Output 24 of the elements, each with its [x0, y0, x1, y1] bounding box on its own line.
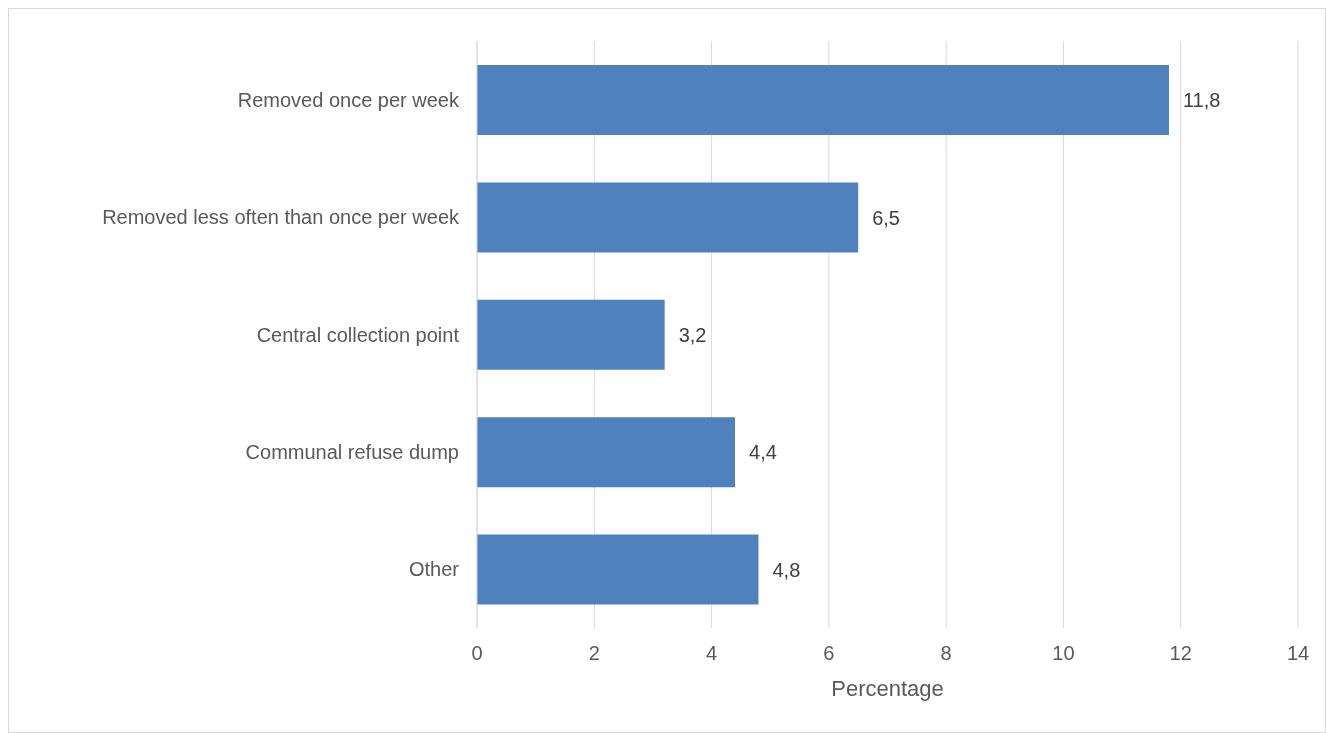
y-tick-label: Central collection point: [256, 323, 460, 346]
bar: [477, 299, 665, 370]
y-tick-label: Removed less often than once per week: [102, 206, 460, 229]
x-tick-label: 10: [1052, 642, 1075, 665]
y-tick-label: Other: [408, 558, 460, 581]
x-tick-label: 2: [588, 642, 600, 665]
x-tick-label: 12: [1169, 642, 1192, 665]
x-tick-label: 8: [940, 642, 952, 665]
data-label: 6,5: [872, 206, 900, 229]
data-label: 4,8: [772, 558, 801, 581]
x-axis-title: Percentage: [831, 676, 944, 701]
x-tick-label: 0: [471, 642, 483, 665]
bar: [477, 182, 859, 253]
data-label: 11,8: [1182, 89, 1221, 112]
y-tick-label: Communal refuse dump: [245, 441, 459, 463]
x-tick-label: 4: [706, 642, 718, 665]
data-label: 4,4: [749, 441, 777, 464]
bar: [477, 534, 759, 605]
x-tick-label: 6: [823, 642, 835, 665]
data-label: 3,2: [678, 323, 707, 346]
bar: [477, 65, 1169, 135]
x-tick-label: 14: [1286, 642, 1310, 665]
bar: [477, 417, 736, 488]
y-tick-label: Removed once per week: [237, 88, 460, 111]
